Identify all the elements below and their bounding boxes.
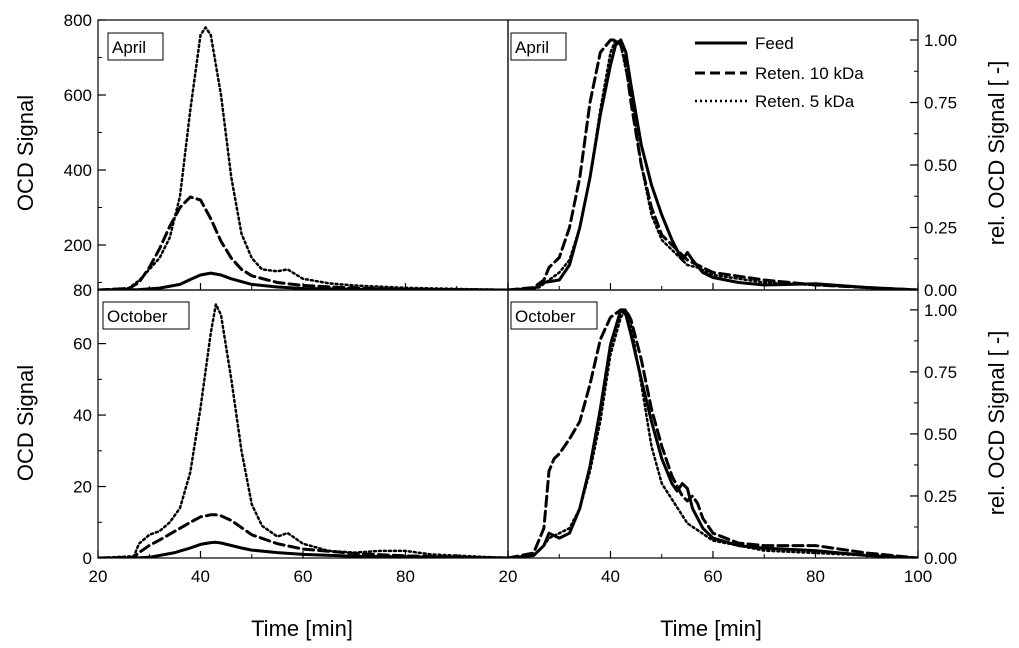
y-tick-label-bottom-right-3: 0.75 [924,363,957,382]
panel-tag-bottom-right: October [515,307,576,326]
series-line-bottom-right-reten-10-kda [508,308,918,558]
y-tick-label-top-right-1: 0.25 [924,219,957,238]
series-line-bottom-right-feed [508,308,918,558]
y-tick-label-bottom-right-4: 1.00 [924,301,957,320]
y-tick-label-top-left-3: 600 [64,86,92,105]
y-tick-label-top-right-0: 0.00 [924,281,957,300]
y-tick-label-top-right-3: 0.75 [924,94,957,113]
panel-tag-box-bl [102,301,190,330]
series-line-bottom-right-reten-5-kda [508,308,918,558]
series-line-bottom-left-reten-10-kda [98,513,508,558]
x-tick-label-bottom-left-3: 80 [396,567,415,586]
y-axis-title-top-right: rel. OCD Signal [ -] [984,61,1009,246]
series-line-top-left-reten-5-kda [98,26,508,290]
y-tick-label-top-right-4: 1.00 [924,31,957,50]
legend-label-feed: Feed [755,34,794,53]
panel-tag-box-br [510,301,598,330]
panel-tag-top-right: April [515,38,549,57]
y-axis-title-bottom-left: OCD Signal [13,365,38,481]
x-axis-title-right: Time [min] [660,616,762,641]
y-tick-label-bottom-right-0: 0.00 [924,549,957,568]
panel-tag-bottom-left: October [107,307,168,326]
x-tick-label-bottom-right-4: 100 [904,567,932,586]
x-tick-label-bottom-right-1: 40 [601,567,620,586]
y-tick-label-top-left-2: 400 [64,161,92,180]
panel-top-right: 0.00 0.25 0.50 0.75 1.00 [507,19,957,300]
y-axis-title-top-left: OCD Signal [13,95,38,211]
series-line-top-left-feed [98,271,508,290]
legend-label-reten-5: Reten. 5 kDa [755,92,855,111]
plot-frame-bottom-right [507,289,919,559]
y-tick-label-bottom-left-1: 20 [73,478,92,497]
panel-bottom-right: 0.00 0.25 0.50 0.75 1.00 20 40 60 80 100 [499,289,957,586]
panel-tags: April April October October [102,32,598,330]
x-tick-label-bottom-left-1: 40 [191,567,210,586]
series-line-bottom-left-reten-5-kda [98,303,508,558]
y-tick-label-top-left-4: 800 [64,11,92,30]
y-tick-label-bottom-left-3: 60 [73,335,92,354]
chart-content: 802004006008000.000.250.500.751.00020406… [64,11,957,586]
y-tick-label-top-left-0: 80 [73,281,92,300]
panel-tag-top-left: April [112,38,146,57]
panel-tag-box-tr [510,32,567,61]
x-tick-label-bottom-right-0: 20 [499,567,518,586]
panel-tag-box-tl [107,32,164,61]
plot-frame-top-right [507,19,919,291]
series-line-bottom-left-feed [98,540,508,558]
y-axis-title-bottom-right: rel. OCD Signal [ -] [984,331,1009,516]
y-tick-label-bottom-right-1: 0.25 [924,487,957,506]
y-tick-label-top-right-2: 0.50 [924,156,957,175]
series-line-top-left-reten-10-kda [98,195,508,290]
x-tick-label-bottom-right-2: 60 [704,567,723,586]
plot-frame-bottom-left [97,289,509,559]
y-tick-label-bottom-left-2: 40 [73,406,92,425]
x-tick-label-bottom-right-3: 80 [806,567,825,586]
legend-label-reten-10: Reten. 10 kDa [755,64,864,83]
x-tick-label-bottom-left-2: 60 [294,567,313,586]
y-tick-label-bottom-right-2: 0.50 [924,425,957,444]
x-axis-title-left: Time [min] [251,616,353,641]
y-tick-label-bottom-left-0: 0 [83,549,92,568]
series-line-top-right-reten-5-kda [508,38,918,290]
x-tick-label-bottom-left-0: 20 [89,567,108,586]
legend: Feed Reten. 10 kDa Reten. 5 kDa [695,34,864,111]
y-tick-label-top-left-1: 200 [64,236,92,255]
